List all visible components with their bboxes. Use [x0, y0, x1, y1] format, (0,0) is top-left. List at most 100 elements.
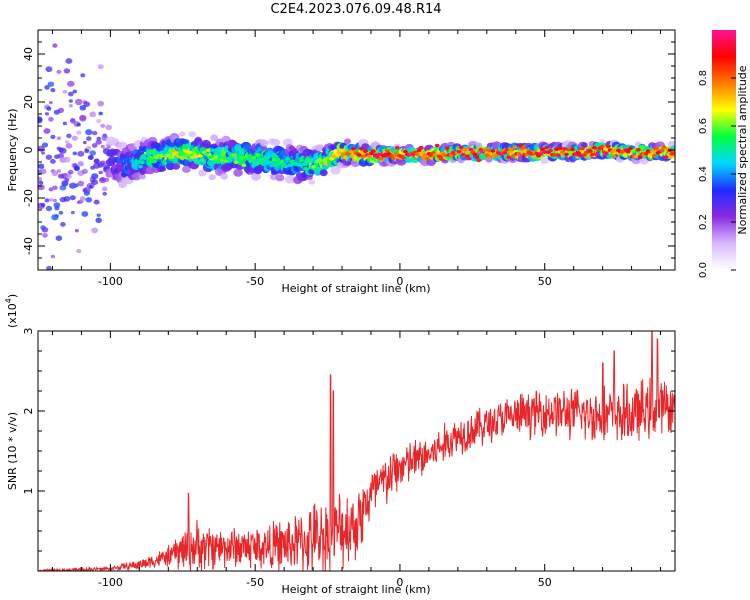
heatmap-ridge-cell: [456, 149, 462, 154]
heatmap-cell: [48, 198, 54, 202]
heatmap-cell: [210, 134, 219, 142]
x-tick-label: 50: [538, 275, 552, 288]
heatmap-cell: [51, 170, 59, 177]
snr-panel: -100 -50 0 50 1 2 3 Height of straight line (…: [4, 294, 676, 596]
heatmap-ridge-cell: [392, 153, 398, 158]
heatmap-ridge-cell: [263, 159, 269, 164]
heatmap-cell: [40, 202, 46, 207]
heatmap-ridge-cell: [221, 156, 227, 160]
heatmap-ridge-cell: [383, 152, 388, 157]
heatmap-ridge-cell: [279, 159, 285, 164]
heatmap-cell: [197, 169, 207, 177]
heatmap-cell: [52, 198, 57, 203]
colorbar: 0.0 0.2 0.4 0.6 0.8 Normalized spectral ampl…: [698, 30, 749, 278]
heatmap-cell: [69, 182, 77, 189]
heatmap-cell: [87, 155, 94, 160]
heatmap-cell: [95, 139, 102, 145]
spectrogram-y-ticks: -40 -20 0 20 40: [22, 29, 675, 271]
heatmap-ridge-cell: [570, 147, 575, 152]
heatmap-ridge-cell: [418, 145, 424, 150]
heatmap-ridge-cell: [189, 155, 195, 160]
heatmap-ridge-cell: [209, 148, 215, 152]
heatmap-ridge-cell: [181, 154, 187, 159]
heatmap-ridge-cell: [191, 151, 197, 156]
heatmap-cell: [60, 222, 66, 227]
heatmap-ridge-cell: [317, 158, 323, 162]
heatmap-cell: [233, 168, 243, 177]
heatmap-cell: [100, 144, 105, 149]
heatmap-cell: [92, 130, 98, 136]
heatmap-ridge-cell: [637, 155, 643, 160]
heatmap-cells: [38, 43, 675, 270]
heatmap-ridge-cell: [554, 147, 559, 151]
heatmap-cell: [65, 143, 73, 149]
heatmap-ridge-cell: [170, 155, 175, 159]
heatmap-cell: [100, 123, 106, 128]
heatmap-ridge-cell: [388, 154, 394, 158]
heatmap-ridge-cell: [609, 149, 615, 154]
heatmap-ridge-cell: [223, 159, 229, 163]
colorbar-ticks: 0.0 0.2 0.4 0.6 0.8: [698, 70, 736, 278]
heatmap-cell: [89, 111, 97, 118]
heatmap-ridge-cell: [564, 152, 569, 157]
heatmap-ridge-cell: [508, 147, 514, 152]
heatmap-cell: [83, 190, 90, 196]
heatmap-ridge-cell: [227, 158, 233, 163]
heatmap-cell: [158, 165, 166, 172]
heatmap-cell: [79, 196, 86, 202]
heatmap-ridge-cell: [594, 152, 599, 157]
heatmap-ridge-cell: [140, 160, 145, 165]
heatmap-cell: [62, 121, 68, 126]
heatmap-ridge-cell: [502, 151, 508, 155]
heatmap-cell: [105, 124, 113, 131]
snr-multiplier-label: (x104): [4, 294, 19, 328]
heatmap-ridge-cell: [422, 153, 428, 157]
heatmap-ridge-cell: [484, 153, 490, 157]
colorbar-tick-label: 0.0: [698, 262, 709, 278]
heatmap-cell: [56, 69, 62, 74]
heatmap-cell: [91, 227, 99, 234]
heatmap-cell: [284, 175, 295, 184]
heatmap-ridge-cell: [438, 157, 444, 161]
heatmap-cell: [63, 68, 71, 74]
heatmap-cell: [72, 89, 78, 94]
heatmap-ridge-cell: [669, 152, 675, 156]
heatmap-ridge-cell: [424, 156, 430, 161]
heatmap-cell: [172, 163, 181, 170]
heatmap-cell: [58, 210, 64, 215]
heatmap-cell: [38, 180, 44, 185]
heatmap-ridge-cell: [377, 152, 382, 157]
heatmap-cell: [68, 169, 74, 175]
heatmap-ridge-cell: [552, 153, 557, 157]
heatmap-ridge-cell: [462, 147, 468, 152]
heatmap-cell: [38, 116, 43, 123]
heatmap-cell: [81, 211, 89, 217]
heatmap-cell: [46, 106, 52, 111]
heatmap-cell: [179, 131, 186, 137]
colorbar-tick-label: 0.4: [698, 166, 709, 182]
heatmap-cell: [45, 154, 53, 160]
heatmap-cell: [97, 64, 104, 70]
heatmap-ridge-cell: [420, 155, 426, 160]
heatmap-cell: [91, 173, 99, 180]
heatmap-ridge-cell: [241, 163, 247, 168]
heatmap-ridge-cell: [649, 149, 655, 154]
heatmap-ridge-cell: [444, 146, 450, 150]
heatmap-ridge-cell: [627, 146, 633, 151]
heatmap-cell: [41, 227, 49, 233]
heatmap-cell: [271, 139, 281, 147]
heatmap-ridge-cell: [367, 154, 372, 159]
snr-y-axis-label: SNR (10 * v/v): [6, 412, 19, 490]
heatmap-ridge-cell: [233, 160, 239, 164]
heatmap-ridge-cell: [239, 156, 245, 160]
heatmap-ridge-cell: [520, 146, 526, 150]
heatmap-ridge-cell: [599, 144, 605, 149]
heatmap-ridge-cell: [245, 157, 251, 161]
heatmap-ridge-cell: [460, 152, 466, 157]
heatmap-cell: [84, 148, 90, 154]
chart-title: C2E4.2023.076.09.48.R14: [270, 2, 442, 17]
snr-series-line: [38, 331, 675, 571]
heatmap-ridge-cell: [203, 152, 209, 157]
heatmap-cell: [96, 119, 102, 124]
